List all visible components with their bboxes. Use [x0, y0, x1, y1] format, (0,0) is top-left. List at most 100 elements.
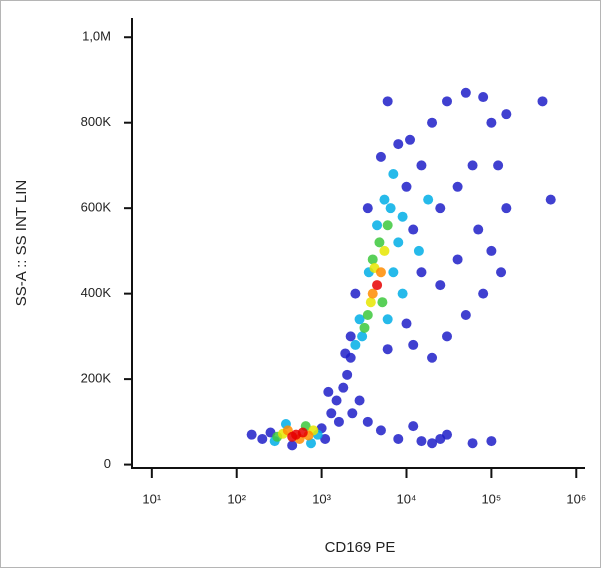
point	[379, 245, 390, 256]
point	[493, 160, 504, 171]
point	[362, 310, 373, 321]
point	[367, 288, 378, 299]
point	[287, 440, 298, 451]
point	[435, 433, 446, 444]
point	[460, 87, 471, 98]
x-tick-label: 10¹	[142, 491, 161, 506]
point	[478, 92, 489, 103]
point	[347, 408, 358, 419]
point	[408, 339, 419, 350]
x-tick-label: 10⁵	[481, 491, 501, 506]
point	[501, 203, 512, 214]
point	[393, 237, 404, 248]
point	[306, 438, 317, 449]
point	[340, 348, 351, 359]
point	[397, 211, 408, 222]
y-axis-title: SS-A :: SS INT LIN	[13, 180, 30, 306]
point	[382, 96, 393, 107]
point	[435, 280, 446, 291]
point	[473, 224, 484, 235]
point	[350, 339, 361, 350]
point	[377, 297, 388, 308]
point	[372, 220, 383, 231]
point	[342, 369, 353, 380]
y-tick-label: 400K	[81, 285, 112, 300]
point	[257, 433, 268, 444]
point	[452, 181, 463, 192]
point	[388, 267, 399, 278]
point	[382, 314, 393, 325]
point	[416, 160, 427, 171]
point	[486, 436, 497, 447]
point	[287, 431, 298, 442]
point	[297, 427, 308, 438]
point	[486, 117, 497, 128]
point	[427, 117, 438, 128]
x-tick-label: 10³	[312, 491, 331, 506]
x-tick-label: 10²	[227, 491, 246, 506]
point	[427, 352, 438, 363]
point	[427, 438, 438, 449]
point	[359, 322, 370, 333]
point	[416, 436, 427, 447]
point	[320, 433, 331, 444]
point	[345, 331, 356, 342]
point	[382, 220, 393, 231]
point	[338, 382, 349, 393]
point	[354, 314, 365, 325]
x-tick-label: 10⁶	[566, 491, 586, 506]
point	[545, 194, 556, 205]
point	[442, 331, 453, 342]
point	[452, 254, 463, 265]
point	[372, 280, 383, 291]
point	[375, 267, 386, 278]
point	[467, 160, 478, 171]
point	[323, 386, 334, 397]
point	[537, 96, 548, 107]
point	[375, 151, 386, 162]
point	[405, 134, 416, 145]
point	[408, 421, 419, 432]
y-tick-label: 1,0M	[82, 29, 111, 44]
point	[362, 203, 373, 214]
point	[435, 203, 446, 214]
point	[374, 237, 385, 248]
point	[362, 416, 373, 427]
x-axis-title: CD169 PE	[325, 539, 396, 556]
point	[393, 433, 404, 444]
point	[460, 310, 471, 321]
point	[385, 203, 396, 214]
point	[326, 408, 337, 419]
point	[416, 267, 427, 278]
point	[501, 109, 512, 120]
point	[478, 288, 489, 299]
point	[408, 224, 419, 235]
point	[365, 297, 376, 308]
point	[246, 429, 257, 440]
point	[382, 344, 393, 355]
point	[401, 181, 412, 192]
point	[354, 395, 365, 406]
point	[401, 318, 412, 329]
y-tick-label: 0	[104, 456, 111, 471]
point	[350, 288, 361, 299]
point	[486, 245, 497, 256]
point	[467, 438, 478, 449]
y-tick-label: 200K	[81, 371, 112, 386]
point	[357, 331, 368, 342]
point	[423, 194, 434, 205]
y-tick-label: 800K	[81, 114, 112, 129]
point	[397, 288, 408, 299]
x-tick-label: 10⁴	[396, 491, 416, 506]
point	[496, 267, 507, 278]
point	[333, 416, 344, 427]
point	[442, 96, 453, 107]
point	[413, 245, 424, 256]
point	[393, 139, 404, 150]
point	[375, 425, 386, 436]
point	[379, 194, 390, 205]
point	[331, 395, 342, 406]
point	[388, 168, 399, 179]
